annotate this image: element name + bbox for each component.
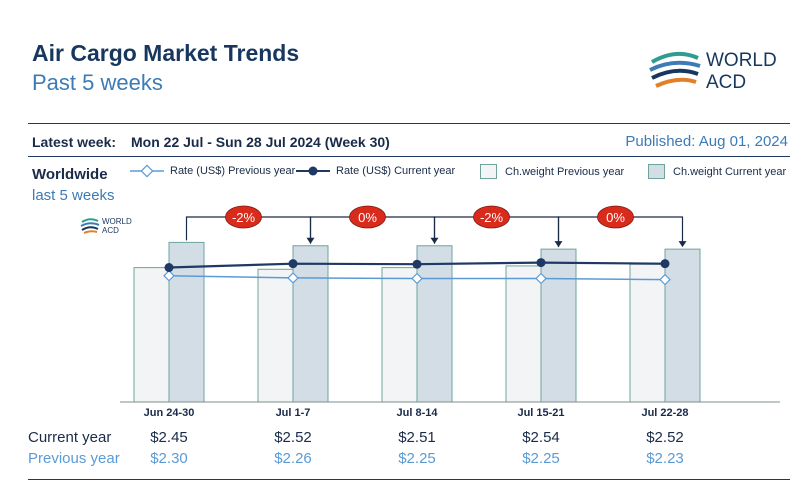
cw-cur-swatch-icon	[648, 164, 665, 179]
world-acd-small-logo: WORLD ACD	[80, 217, 132, 235]
previous-year-rate-cell: $2.25	[398, 450, 436, 467]
latest-week-value: Mon 22 Jul - Sun 28 Jul 2024 (Week 30)	[131, 134, 390, 150]
rate-cur-line-icon	[296, 166, 330, 176]
legend-rate-cur: Rate (US$) Current year	[294, 164, 455, 178]
point-rate-current	[164, 263, 174, 273]
point-rate-previous	[411, 272, 423, 285]
point-rate-current	[412, 259, 422, 269]
page-subtitle: Past 5 weeks	[32, 70, 163, 95]
svg-text:WORLD: WORLD	[706, 50, 777, 71]
point-rate-previous	[535, 272, 547, 285]
bar-chweight-current	[540, 248, 577, 403]
bar-chweight-previous	[133, 267, 170, 403]
x-tick-label: Jun 24-30	[144, 407, 195, 419]
bar-chweight-current	[168, 241, 205, 403]
svg-text:ACD: ACD	[102, 226, 119, 235]
x-tick-label: Jul 15-21	[517, 407, 564, 419]
point-rate-previous	[163, 269, 175, 282]
bar-chweight-current	[416, 245, 453, 403]
previous-year-rate-cell: $2.25	[522, 450, 560, 467]
previous-year-rate-cell: $2.30	[150, 450, 188, 467]
change-badge	[225, 205, 262, 229]
change-badge	[473, 205, 510, 229]
previous-year-row-label: Previous year	[28, 450, 120, 467]
x-tick-label: Jul 8-14	[397, 407, 439, 419]
change-label: -2%	[480, 210, 504, 225]
current-year-rate-cell: $2.51	[398, 429, 436, 446]
point-rate-current	[536, 258, 546, 268]
bar-chweight-previous	[505, 265, 542, 403]
point-rate-previous	[659, 273, 671, 286]
point-rate-current	[288, 259, 298, 269]
bar-chweight-previous	[257, 268, 294, 403]
region-label: Worldwide	[32, 166, 108, 183]
point-rate-current	[660, 259, 670, 269]
change-arrowhead	[678, 241, 687, 248]
change-label: 0%	[606, 210, 625, 225]
legend-cw-cur: Ch.weight Current year	[648, 164, 786, 179]
current-year-rate-cell: $2.54	[522, 429, 560, 446]
cw-prev-swatch-icon	[480, 164, 497, 179]
current-year-rate-cell: $2.52	[274, 429, 312, 446]
current-year-row-label: Current year	[28, 429, 112, 446]
published-date: Published: Aug 01, 2024	[625, 133, 788, 150]
current-year-rate-cell: $2.45	[150, 429, 188, 446]
bar-chweight-previous	[629, 263, 666, 403]
point-rate-previous	[287, 272, 299, 284]
x-tick-label: Jul 22-28	[641, 407, 688, 419]
rate-prev-line-icon	[130, 164, 164, 178]
change-badge	[597, 205, 634, 229]
bar-chweight-current	[664, 248, 701, 403]
x-tick-label: Jul 1-7	[276, 407, 311, 419]
previous-year-rate-cell: $2.23	[646, 450, 684, 467]
latest-week-label: Latest week:	[32, 134, 117, 150]
bar-chweight-current	[292, 245, 329, 403]
footer-rule	[28, 479, 790, 480]
region-period: last 5 weeks	[32, 187, 115, 204]
svg-text:WORLD: WORLD	[102, 217, 132, 226]
bar-chweight-previous	[381, 267, 418, 403]
info-rule	[28, 156, 790, 157]
chart-area: Jun 24-30 Jul 1-7 Jul 8-14 Jul 15-21 Jul 22-…	[120, 205, 780, 419]
header-rule	[28, 123, 790, 124]
svg-text:ACD: ACD	[706, 72, 746, 93]
world-acd-logo: WORLD ACD	[649, 50, 777, 93]
page-title: Air Cargo Market Trends	[32, 40, 300, 66]
change-label: 0%	[358, 210, 377, 225]
change-badge	[349, 205, 386, 229]
legend-rate-prev: Rate (US$) Previous year	[128, 164, 295, 178]
previous-year-rate-cell: $2.26	[274, 450, 312, 467]
current-year-rate-cell: $2.52	[646, 429, 684, 446]
legend-cw-prev: Ch.weight Previous year	[480, 164, 624, 179]
change-label: -2%	[232, 210, 256, 225]
chart-legend: Rate (US$) Previous year Rate (US$) Curr…	[128, 164, 798, 188]
